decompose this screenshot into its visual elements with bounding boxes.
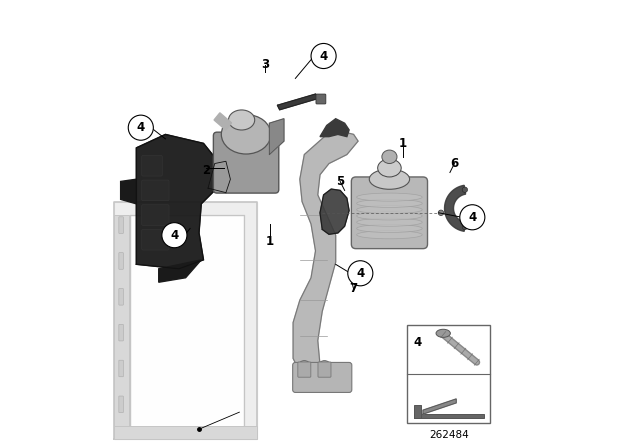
Text: 4: 4 [413,336,421,349]
Text: 4: 4 [356,267,364,280]
Polygon shape [423,399,456,414]
FancyBboxPatch shape [141,229,169,250]
FancyBboxPatch shape [114,215,129,428]
Text: 6: 6 [451,157,458,170]
Text: 2: 2 [202,164,210,177]
FancyBboxPatch shape [119,253,124,269]
Polygon shape [293,132,358,372]
Ellipse shape [228,110,255,130]
Text: 5: 5 [336,175,344,188]
Text: 4: 4 [319,49,328,63]
Circle shape [462,187,468,193]
FancyBboxPatch shape [316,94,326,104]
Ellipse shape [356,224,422,233]
Bar [407,325,490,423]
Ellipse shape [382,150,397,164]
Ellipse shape [378,159,401,177]
FancyBboxPatch shape [119,360,124,377]
FancyBboxPatch shape [114,426,257,439]
Polygon shape [121,179,136,204]
Ellipse shape [299,361,310,370]
Ellipse shape [356,212,422,220]
Circle shape [460,205,485,230]
Circle shape [462,224,468,229]
Polygon shape [114,202,257,439]
Ellipse shape [356,231,422,239]
Bar [414,405,421,418]
Circle shape [128,115,154,140]
FancyBboxPatch shape [119,324,124,341]
Text: 1: 1 [266,235,274,249]
Polygon shape [136,134,221,269]
Text: 4: 4 [137,121,145,134]
Polygon shape [269,119,284,155]
Ellipse shape [356,193,422,201]
Polygon shape [159,260,202,282]
FancyBboxPatch shape [141,205,169,225]
Ellipse shape [369,169,410,189]
Circle shape [348,261,373,286]
Polygon shape [208,161,230,193]
Ellipse shape [356,206,422,214]
Circle shape [311,43,336,69]
FancyBboxPatch shape [141,180,169,201]
Polygon shape [278,94,317,110]
FancyBboxPatch shape [141,155,163,176]
FancyBboxPatch shape [119,396,124,413]
FancyBboxPatch shape [213,132,279,193]
FancyBboxPatch shape [119,217,124,233]
FancyBboxPatch shape [119,289,124,305]
Polygon shape [445,185,465,231]
Ellipse shape [356,199,422,207]
Polygon shape [214,113,232,130]
Ellipse shape [319,361,330,370]
Polygon shape [130,215,244,428]
Text: 4: 4 [170,228,179,242]
FancyBboxPatch shape [292,362,352,392]
FancyBboxPatch shape [298,362,311,377]
FancyBboxPatch shape [318,362,331,377]
Text: 4: 4 [468,211,476,224]
Ellipse shape [436,329,451,337]
FancyBboxPatch shape [351,177,428,249]
Circle shape [438,210,444,215]
Text: 262484: 262484 [429,430,468,439]
Ellipse shape [221,115,271,154]
Ellipse shape [356,218,422,226]
Text: 1: 1 [399,137,407,150]
Polygon shape [320,119,349,137]
Text: 3: 3 [261,58,269,72]
Polygon shape [320,189,349,234]
Circle shape [162,223,187,248]
Text: 7: 7 [349,282,358,296]
Bar [414,414,484,418]
